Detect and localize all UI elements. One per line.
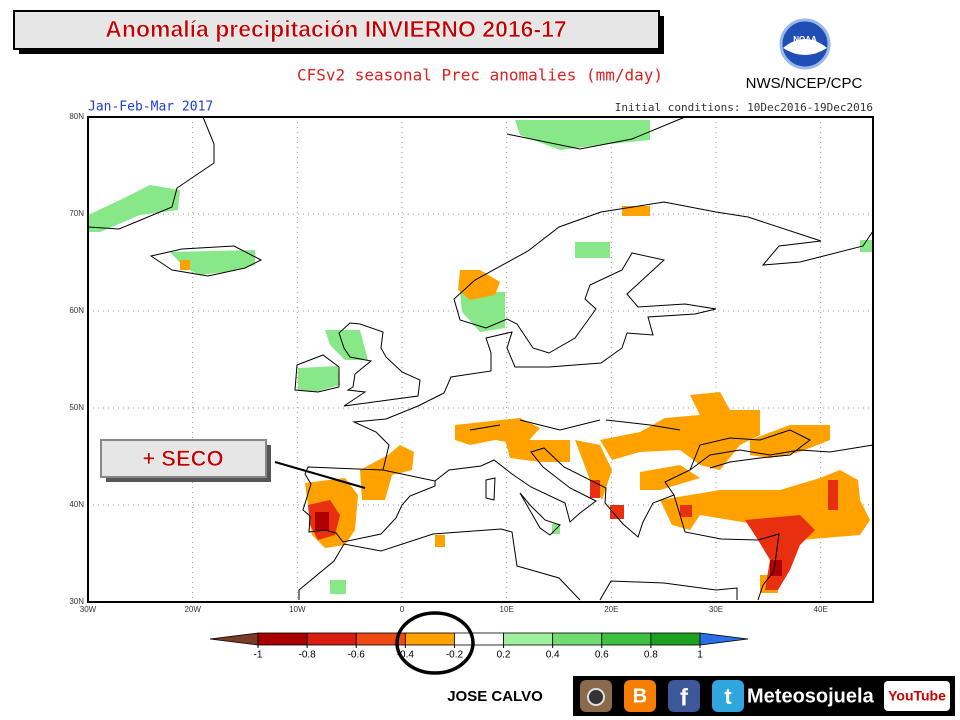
lat-label: 80N	[69, 112, 84, 121]
colorbar-segment	[404, 632, 455, 646]
colorbar-segment	[454, 632, 504, 646]
coastlines	[87, 116, 874, 601]
colorbar-tick-label: 0.4	[546, 650, 560, 661]
title: Anomalía precipitación INVIERNO 2016-17	[105, 16, 566, 42]
colorbar-tick-label: -0.8	[298, 650, 316, 661]
lat-label: 70N	[69, 209, 84, 218]
callout-box	[100, 439, 267, 478]
colorbar-tick-label: 0.6	[595, 650, 609, 661]
title-box	[13, 10, 660, 50]
youtube-text: YouTube	[888, 688, 946, 704]
lon-label: 10W	[289, 605, 306, 614]
lat-label: 50N	[69, 403, 84, 412]
colorbar-segment	[601, 632, 652, 646]
blogger-icon[interactable]	[624, 680, 656, 712]
lon-label: 30W	[80, 605, 97, 614]
colorbar-segment	[257, 632, 308, 646]
callout: + SECO	[142, 446, 223, 471]
initial-conditions: Initial conditions: 10Dec2016-19Dec2016	[615, 101, 873, 114]
author: JOSE CALVO	[447, 688, 543, 705]
logo-wave	[783, 39, 827, 55]
youtube-icon[interactable]	[884, 681, 950, 711]
lat-label: 60N	[69, 306, 84, 315]
lon-label: 10E	[500, 605, 514, 614]
twitter-letter: t	[724, 684, 732, 709]
highlight-circle	[395, 611, 475, 675]
map-frame	[87, 116, 874, 603]
lon-label: 40E	[814, 605, 828, 614]
lat-label: 30N	[69, 597, 84, 606]
colorbar-segment	[650, 632, 701, 646]
colorbar-segment	[552, 632, 603, 646]
lon-label: 20W	[184, 605, 201, 614]
blogger-letter: B	[633, 685, 647, 707]
lon-label: 30E	[709, 605, 723, 614]
callout-line	[274, 461, 366, 489]
colorbar-tick-label: -0.2	[446, 650, 464, 661]
map-subtitle: CFSv2 seasonal Prec anomalies (mm/day)	[297, 66, 663, 85]
colorbar-tick-label: 1	[697, 650, 703, 661]
facebook-letter: f	[680, 684, 689, 711]
colorbar-tick-label: 0.2	[497, 650, 511, 661]
twitter-icon[interactable]	[712, 680, 744, 712]
colorbar-segment	[306, 632, 357, 646]
period: Jan-Feb-Mar 2017	[88, 100, 213, 115]
colorbar-segment	[503, 632, 554, 646]
colorbar-tick-label: -1	[254, 650, 263, 661]
brand: Meteosojuela	[747, 685, 875, 707]
colorbar-tick-label: 0.8	[644, 650, 658, 661]
instagram-lens	[587, 688, 605, 706]
logo-badge: NOAA	[793, 35, 817, 44]
facebook-icon[interactable]	[668, 680, 700, 712]
colorbar-tick-label: -0.6	[348, 650, 366, 661]
wet-patches	[88, 120, 873, 594]
colorbar: -1 -0.8 -0.6 -0.4 -0.2 0.2 0.4 0.6 0.8 1	[209, 632, 749, 661]
lon-label: 0	[400, 605, 405, 614]
colorbar-tick-label: -0.4	[397, 650, 415, 661]
anomaly-patches	[88, 120, 873, 594]
lat-label: 40N	[69, 500, 84, 509]
colorbar-arrow-right	[699, 632, 749, 646]
lon-label: 20E	[604, 605, 618, 614]
logo-text: NWS/NCEP/CPC	[746, 75, 863, 92]
